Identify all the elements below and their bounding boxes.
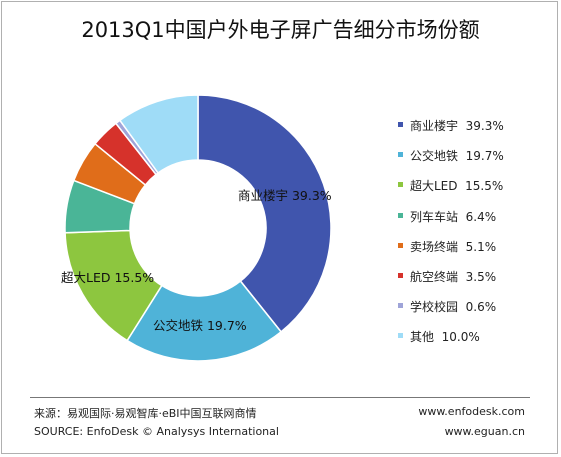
legend-label: 学校校园 0.6% [410, 300, 497, 315]
legend-swatch [398, 212, 403, 218]
legend-swatch [398, 242, 403, 248]
legend-item: 其他 10.0% [398, 328, 504, 358]
legend-swatch [398, 152, 403, 158]
legend-swatch [398, 303, 403, 309]
legend-item: 列车车站 6.4% [398, 208, 504, 238]
slice-0 [197, 94, 332, 333]
legend-item: 卖场终端 5.1% [398, 238, 504, 268]
legend-swatch [398, 333, 403, 339]
chart-title: 2013Q1中国户外电子屏广告细分市场份额 [81, 18, 480, 42]
footer-url-enfodesk: www.enfodesk.com [418, 405, 525, 418]
legend-label: 公交地铁 19.7% [410, 149, 504, 164]
legend-swatch [398, 182, 403, 188]
slice-7 [118, 94, 199, 175]
legend-label: 卖场终端 5.1% [410, 239, 497, 254]
legend: 商业楼宇 39.3% 公交地铁 19.7% 超大LED 15.5% 列车车站 6.4%… [398, 117, 504, 359]
slice-1 [126, 280, 283, 362]
legend-item: 学校校园 0.6% [398, 298, 504, 328]
legend-item: 公交地铁 19.7% [398, 147, 504, 177]
slice-label-bus-metro: 公交地铁 19.7% [153, 318, 247, 333]
footer-source-en: SOURCE: EnfoDesk © Analysys Internationa… [34, 425, 279, 438]
slice-label-commercial: 商业楼宇 39.3% [238, 188, 332, 203]
footer-source-cn: 来源：易观国际·易观智库·eBI中国互联网商情 [34, 407, 257, 420]
legend-swatch [398, 272, 403, 278]
footer-url-eguan: www.eguan.cn [444, 425, 525, 438]
legend-label: 超大LED 15.5% [410, 179, 504, 194]
legend-swatch [398, 122, 403, 127]
legend-item: 超大LED 15.5% [398, 177, 504, 207]
slices-group [64, 94, 332, 362]
legend-item: 商业楼宇 39.3% [398, 117, 504, 147]
legend-label: 其他 10.0% [410, 330, 480, 345]
legend-label: 商业楼宇 39.3% [410, 119, 504, 133]
legend-item: 航空终端 3.5% [398, 268, 504, 298]
legend-label: 航空终端 3.5% [410, 269, 497, 284]
footer-divider [30, 397, 530, 398]
slice-labels-group: 商业楼宇 39.3% 公交地铁 19.7% 超大LED 15.5% [61, 188, 332, 333]
legend-label: 列车车站 6.4% [410, 209, 497, 224]
slice-label-led: 超大LED 15.5% [61, 270, 154, 285]
